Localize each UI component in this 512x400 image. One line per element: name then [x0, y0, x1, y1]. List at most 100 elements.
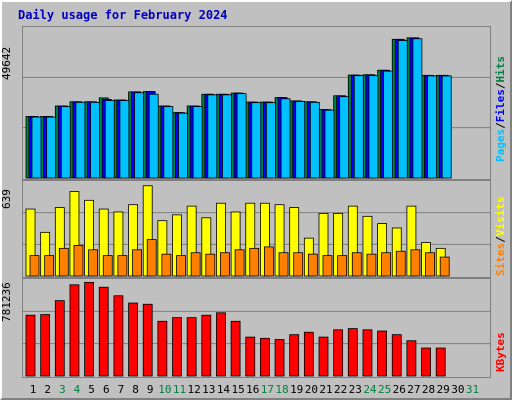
- bar-pages-day-5: [90, 101, 100, 179]
- bar-pages-day-16: [251, 102, 262, 179]
- bar-pages-day-7: [119, 100, 130, 179]
- x-tick-day-17: 17: [261, 383, 274, 396]
- x-tick-day-10: 10: [158, 383, 171, 396]
- bar-sites-day-9: [146, 239, 157, 277]
- bar-sites-day-11: [176, 255, 186, 277]
- bar-kbytes-day-5: [84, 281, 94, 377]
- x-tick-day-25: 25: [378, 383, 391, 396]
- x-tick-day-15: 15: [231, 383, 244, 396]
- x-tick-day-22: 22: [334, 383, 347, 396]
- bar-pages-day-29: [441, 75, 452, 179]
- x-tick-day-3: 3: [59, 383, 66, 396]
- x-tick-day-8: 8: [132, 383, 139, 396]
- bar-kbytes-day-17: [259, 337, 270, 377]
- x-tick-day-11: 11: [173, 383, 186, 396]
- bar-pages-day-17: [265, 102, 276, 179]
- bar-kbytes-day-22: [333, 329, 344, 377]
- bar-sites-day-15: [234, 249, 245, 277]
- x-tick-day-20: 20: [305, 383, 318, 396]
- bar-kbytes-day-14: [216, 312, 226, 377]
- bar-sites-day-6: [102, 255, 113, 277]
- x-tick-day-28: 28: [422, 383, 435, 396]
- bar-pages-day-1: [31, 116, 42, 179]
- bar-kbytes-day-18: [274, 339, 285, 377]
- bar-sites-day-24: [366, 253, 377, 277]
- bar-kbytes-day-8: [128, 302, 138, 377]
- x-tick-day-29: 29: [437, 383, 450, 396]
- bar-pages-day-15: [236, 93, 247, 179]
- x-tick-day-16: 16: [246, 383, 259, 396]
- bar-sites-day-18: [278, 252, 289, 277]
- bar-kbytes-day-2: [40, 314, 51, 377]
- bar-pages-day-26: [397, 40, 408, 179]
- bar-pages-day-28: [427, 75, 437, 179]
- x-tick-day-1: 1: [30, 383, 37, 396]
- bar-kbytes-day-16: [245, 336, 256, 377]
- bar-kbytes-day-15: [230, 320, 241, 377]
- bar-sites-day-4: [73, 245, 84, 277]
- x-tick-day-18: 18: [275, 383, 288, 396]
- bar-sites-day-29: [439, 256, 450, 277]
- bar-kbytes-day-23: [347, 328, 358, 377]
- bar-kbytes-day-26: [391, 334, 402, 377]
- bar-kbytes-day-3: [54, 300, 65, 377]
- bar-sites-day-2: [44, 255, 55, 277]
- bar-pages-day-6: [104, 100, 115, 179]
- bar-pages-day-20: [309, 101, 320, 179]
- bar-pages-day-18: [280, 98, 291, 179]
- x-tick-day-6: 6: [103, 383, 110, 396]
- x-tick-day-27: 27: [407, 383, 420, 396]
- bar-pages-day-3: [60, 106, 71, 179]
- bar-sites-day-23: [351, 252, 362, 277]
- bar-sites-day-21: [322, 255, 333, 277]
- bar-kbytes-day-24: [362, 329, 373, 377]
- bar-kbytes-day-10: [157, 320, 168, 377]
- x-tick-day-21: 21: [319, 383, 332, 396]
- bar-kbytes-day-28: [421, 347, 431, 377]
- bar-kbytes-day-20: [303, 331, 314, 377]
- bar-sites-day-27: [410, 249, 421, 277]
- bar-sites-day-1: [29, 255, 40, 277]
- x-tick-day-19: 19: [290, 383, 303, 396]
- x-tick-day-14: 14: [217, 383, 231, 396]
- bar-pages-day-9: [148, 93, 159, 179]
- x-tick-day-4: 4: [74, 383, 81, 396]
- bar-pages-day-13: [207, 94, 218, 179]
- chart-title: Daily usage for February 2024: [18, 8, 228, 22]
- bar-sites-day-22: [337, 255, 348, 277]
- bar-pages-day-11: [178, 112, 188, 179]
- bar-kbytes-day-25: [377, 330, 388, 377]
- bar-kbytes-day-12: [186, 317, 197, 377]
- bar-sites-day-12: [190, 252, 201, 277]
- bar-pages-day-25: [383, 70, 394, 179]
- x-tick-day-5: 5: [88, 383, 95, 396]
- bar-kbytes-day-6: [98, 286, 109, 377]
- bar-kbytes-day-19: [289, 334, 300, 377]
- x-tick-day-26: 26: [393, 383, 406, 396]
- bar-kbytes-day-7: [113, 295, 124, 377]
- x-tick-day-30: 30: [451, 383, 464, 396]
- bar-pages-day-2: [46, 116, 57, 179]
- bar-kbytes-day-11: [172, 317, 182, 377]
- bar-sites-day-28: [425, 252, 435, 277]
- x-tick-day-2: 2: [44, 383, 51, 396]
- bar-pages-day-27: [412, 38, 423, 179]
- x-tick-day-7: 7: [118, 383, 125, 396]
- x-tick-day-23: 23: [349, 383, 362, 396]
- bar-kbytes-day-1: [25, 314, 36, 377]
- bar-pages-day-22: [339, 96, 350, 179]
- bar-sites-day-14: [220, 252, 230, 277]
- x-tick-day-13: 13: [202, 383, 215, 396]
- bar-kbytes-day-9: [142, 303, 153, 377]
- bar-pages-day-24: [368, 75, 379, 179]
- bar-pages-day-4: [75, 101, 86, 179]
- bar-kbytes-day-4: [69, 284, 80, 377]
- bar-sites-day-3: [58, 247, 69, 277]
- x-tick-day-9: 9: [147, 383, 154, 396]
- bar-pages-day-14: [222, 94, 232, 179]
- bar-pages-day-10: [163, 106, 174, 179]
- bar-sites-day-10: [161, 253, 172, 277]
- bar-sites-day-16: [249, 247, 260, 277]
- bar-sites-day-25: [381, 252, 392, 277]
